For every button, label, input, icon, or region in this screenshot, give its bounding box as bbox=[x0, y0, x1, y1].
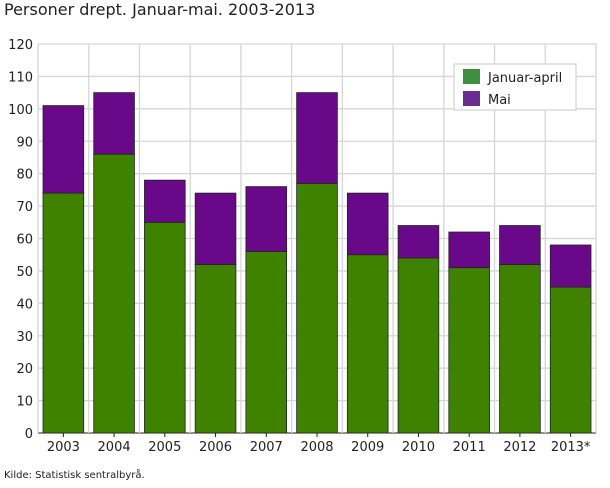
x-tick-label: 2012 bbox=[503, 440, 536, 455]
bar-januar-april bbox=[397, 257, 440, 434]
x-tick-label: 2013* bbox=[551, 440, 591, 455]
x-tick-label: 2006 bbox=[199, 440, 232, 455]
x-tick-label: 2004 bbox=[98, 440, 131, 455]
y-tick-label: 120 bbox=[8, 38, 33, 53]
y-tick-label: 80 bbox=[16, 168, 33, 183]
bar-mai bbox=[93, 92, 135, 155]
bar-januar-april bbox=[42, 192, 85, 434]
bar-mai bbox=[549, 244, 592, 288]
source-note: Kilde: Statistisk sentralbyrå. bbox=[4, 470, 145, 481]
y-tick-label: 100 bbox=[8, 103, 33, 118]
bar-mai bbox=[397, 225, 440, 259]
y-tick-label: 50 bbox=[16, 265, 33, 280]
y-tick-label: 10 bbox=[16, 395, 33, 410]
x-tick-label: 2003 bbox=[47, 440, 80, 455]
bar-januar-april bbox=[93, 153, 135, 434]
legend-label: Mai bbox=[488, 93, 511, 108]
bar-mai bbox=[42, 105, 85, 194]
bar-januar-april bbox=[194, 264, 237, 434]
bar-mai bbox=[296, 92, 338, 184]
bar-mai bbox=[346, 192, 389, 256]
x-tick-label: 2009 bbox=[351, 440, 384, 455]
y-tick-label: 20 bbox=[16, 362, 33, 377]
bar-januar-april bbox=[346, 254, 389, 434]
bar-januar-april bbox=[499, 264, 541, 434]
x-tick-label: 2010 bbox=[402, 440, 435, 455]
y-tick-label: 60 bbox=[16, 233, 33, 248]
y-tick-label: 0 bbox=[25, 427, 33, 442]
x-tick-label: 2011 bbox=[453, 440, 486, 455]
legend-swatch bbox=[463, 69, 480, 84]
y-tick-label: 110 bbox=[8, 70, 33, 85]
bar-januar-april bbox=[296, 182, 338, 434]
x-tick-label: 2005 bbox=[148, 440, 181, 455]
legend-label: Januar-april bbox=[487, 71, 562, 86]
bar-januar-april bbox=[245, 251, 288, 434]
bar-mai bbox=[499, 225, 541, 265]
bar-mai bbox=[448, 231, 490, 269]
bar-januar-april bbox=[144, 221, 186, 434]
y-tick-label: 70 bbox=[16, 200, 33, 215]
bar-mai bbox=[194, 192, 237, 265]
bar-januar-april bbox=[448, 267, 490, 434]
bar-januar-april bbox=[549, 286, 592, 434]
bar-mai bbox=[144, 179, 186, 223]
y-tick-label: 40 bbox=[16, 297, 33, 312]
x-tick-label: 2007 bbox=[250, 440, 283, 455]
x-tick-label: 2008 bbox=[300, 440, 333, 455]
y-tick-label: 30 bbox=[16, 330, 33, 345]
legend-swatch bbox=[463, 91, 480, 106]
y-tick-label: 90 bbox=[16, 135, 33, 150]
chart-title: Personer drept. Januar-mai. 2003-2013 bbox=[4, 0, 316, 19]
bar-mai bbox=[245, 186, 288, 252]
